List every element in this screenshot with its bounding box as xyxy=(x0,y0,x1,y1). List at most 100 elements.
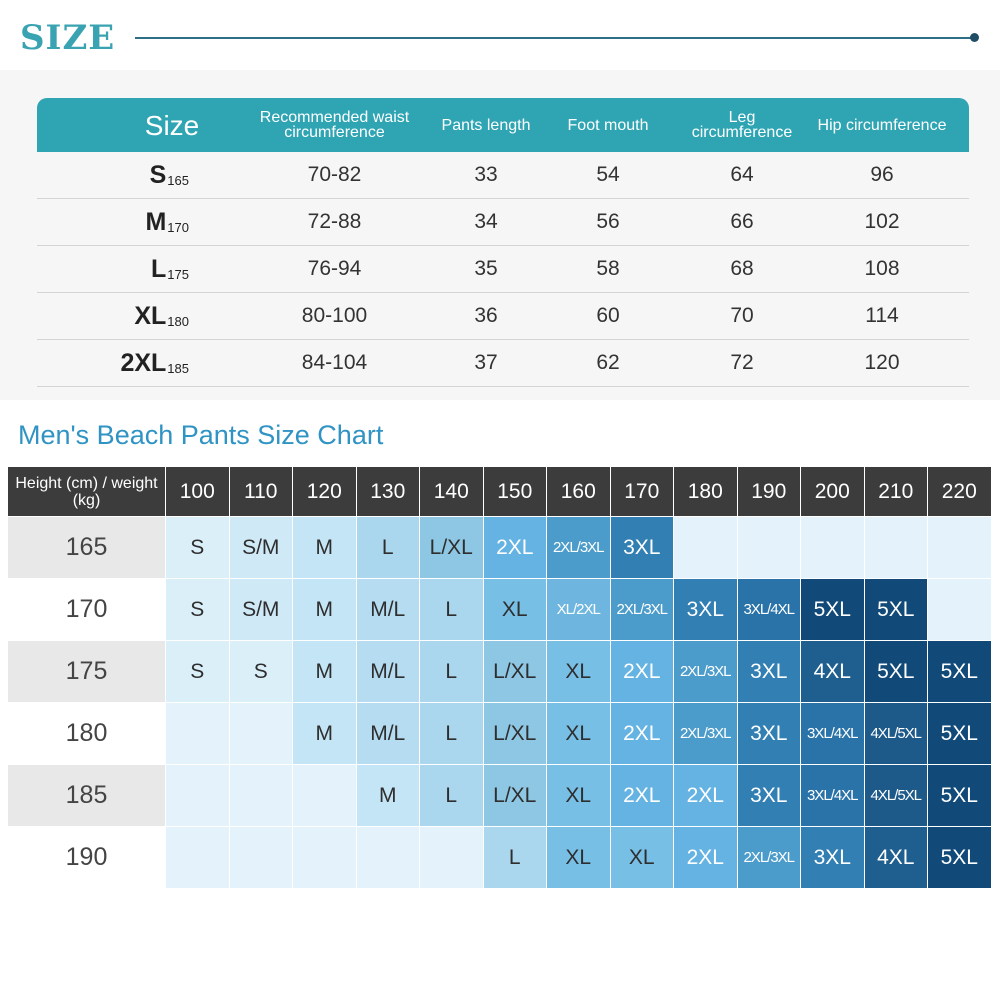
size-cell: 2XL/3XL xyxy=(737,827,801,889)
size-cell: M xyxy=(293,703,357,765)
size-cell: 3XL/4XL xyxy=(801,765,865,827)
size-cell: 2XL/3XL xyxy=(547,517,611,579)
table-row: M 170 72-88 34 56 66 102 xyxy=(37,199,969,246)
header-foot-mouth: Foot mouth xyxy=(567,116,649,134)
cell-waist: 76-94 xyxy=(307,257,362,280)
size-label: S 165 xyxy=(149,160,189,189)
corner-label: Height (cm) / weight (kg) xyxy=(8,467,166,517)
size-label: L 175 xyxy=(151,254,189,283)
size-cell: 3XL xyxy=(674,579,738,641)
height-header: 180 xyxy=(8,703,166,765)
size-chart-grid: Height (cm) / weight (kg) 100 110 120 130 140… xyxy=(8,467,992,890)
size-cell: 5XL xyxy=(864,641,928,703)
size-cell: S xyxy=(166,641,230,703)
height-header: 190 xyxy=(8,827,166,889)
cell-leg: 64 xyxy=(730,163,754,186)
size-cell: 2XL xyxy=(674,827,738,889)
header-rule xyxy=(135,37,973,39)
weight-header: 100 xyxy=(166,467,230,517)
size-cell xyxy=(166,827,230,889)
size-label: XL 180 xyxy=(134,301,189,330)
weight-header: 210 xyxy=(864,467,928,517)
size-cell: M xyxy=(293,517,357,579)
size-cell: M xyxy=(293,641,357,703)
size-cell: L xyxy=(420,765,484,827)
size-cell xyxy=(166,765,230,827)
cell-hip: 120 xyxy=(864,351,900,374)
size-cell: L xyxy=(483,827,547,889)
cell-leg: 68 xyxy=(730,257,754,280)
cell-length: 33 xyxy=(474,163,498,186)
table-row: XL 180 80-100 36 60 70 114 xyxy=(37,293,969,340)
cell-length: 34 xyxy=(474,210,498,233)
size-cell: 4XL/5XL xyxy=(864,765,928,827)
cell-length: 37 xyxy=(474,351,498,374)
size-cell: 4XL/5XL xyxy=(864,703,928,765)
size-cell: 2XL xyxy=(610,641,674,703)
cell-leg: 66 xyxy=(730,210,754,233)
size-table-panel: Size Recommended waist circumference Pan… xyxy=(0,70,1000,400)
weight-header: 170 xyxy=(610,467,674,517)
header-pants-length: Pants length xyxy=(441,116,531,134)
cell-hip: 96 xyxy=(870,163,894,186)
size-cell: 3XL xyxy=(737,641,801,703)
cell-hip: 102 xyxy=(864,210,900,233)
size-cell xyxy=(864,517,928,579)
size-label: M 170 xyxy=(145,207,189,236)
size-cell: 2XL xyxy=(610,703,674,765)
size-cell: 2XL/3XL xyxy=(674,703,738,765)
size-cell: M/L xyxy=(356,579,420,641)
size-cell xyxy=(166,703,230,765)
cell-length: 36 xyxy=(474,304,498,327)
weight-header: 140 xyxy=(420,467,484,517)
cell-waist: 72-88 xyxy=(307,210,362,233)
weight-header: 120 xyxy=(293,467,357,517)
size-cell: 3XL xyxy=(737,765,801,827)
size-cell: 5XL xyxy=(801,579,865,641)
weight-header: 180 xyxy=(674,467,738,517)
size-cell xyxy=(293,827,357,889)
size-label: 2XL 185 xyxy=(120,348,189,377)
header-hip-circumference: Hip circumference xyxy=(817,116,947,134)
height-header: 165 xyxy=(8,517,166,579)
size-cell: 2XL/3XL xyxy=(674,641,738,703)
cell-waist: 80-100 xyxy=(301,304,368,327)
size-cell: L/XL xyxy=(483,765,547,827)
size-cell: L xyxy=(420,579,484,641)
size-table-body: S 165 70-82 33 54 64 96 M 170 72-88 34 56 66 102 L 175 7… xyxy=(37,152,969,387)
header-size: Size xyxy=(144,109,200,141)
header-waist: Recommended waist circumference xyxy=(259,109,410,141)
size-cell xyxy=(801,517,865,579)
size-table-header: Size Recommended waist circumference Pan… xyxy=(37,98,969,152)
size-cell: M xyxy=(293,579,357,641)
weight-header: 110 xyxy=(229,467,293,517)
header-rule-dot xyxy=(970,33,979,42)
size-cell: 2XL xyxy=(674,765,738,827)
cell-foot: 60 xyxy=(596,304,620,327)
cell-leg: 70 xyxy=(730,304,754,327)
size-cell: 5XL xyxy=(928,703,992,765)
cell-hip: 114 xyxy=(865,304,899,327)
size-cell: 2XL xyxy=(483,517,547,579)
size-cell: 3XL xyxy=(737,703,801,765)
size-cell: XL xyxy=(547,765,611,827)
size-cell: M/L xyxy=(356,703,420,765)
chart-title: Men's Beach Pants Size Chart xyxy=(18,420,384,450)
size-cell: 2XL xyxy=(610,765,674,827)
size-cell xyxy=(420,827,484,889)
table-row: 2XL 185 84-104 37 62 72 120 xyxy=(37,340,969,387)
size-cell xyxy=(229,765,293,827)
size-cell: 5XL xyxy=(864,579,928,641)
cell-foot: 62 xyxy=(596,351,620,374)
table-row: L 175 76-94 35 58 68 108 xyxy=(37,246,969,293)
size-cell: 2XL/3XL xyxy=(610,579,674,641)
size-cell: XL xyxy=(547,641,611,703)
size-cell xyxy=(229,827,293,889)
size-cell: M xyxy=(356,765,420,827)
size-cell: L xyxy=(420,703,484,765)
size-cell: 3XL xyxy=(801,827,865,889)
size-cell xyxy=(928,579,992,641)
size-cell xyxy=(928,517,992,579)
size-cell: XL/2XL xyxy=(547,579,611,641)
header-leg-circumference: Leg circumference xyxy=(691,109,793,141)
